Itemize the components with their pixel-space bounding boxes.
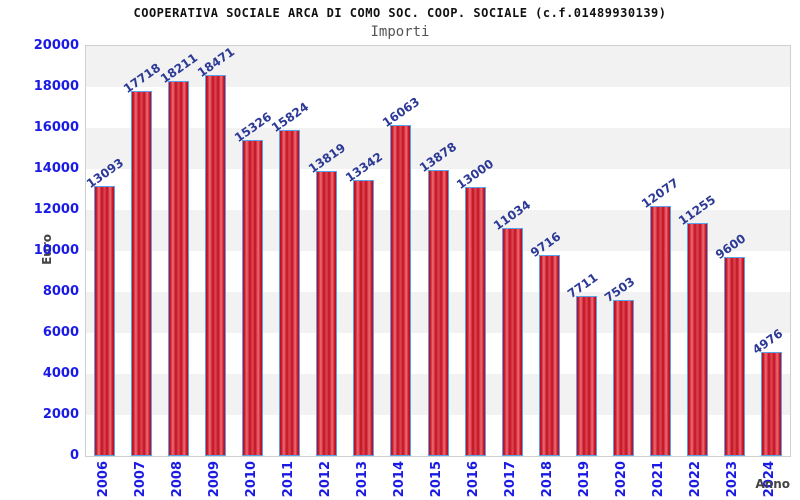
- chart-title: COOPERATIVA SOCIALE ARCA DI COMO SOC. CO…: [133, 6, 667, 20]
- bar-2024: [761, 352, 782, 456]
- plot-area: 13093 17718 18211 18471 15326 15824 13819 13342…: [84, 45, 791, 457]
- y-tick-18000: 18000: [33, 79, 79, 94]
- bar-2021: [650, 206, 671, 456]
- grid-band: [86, 87, 790, 128]
- bar-2023: [724, 257, 745, 456]
- bar-2015: [428, 170, 449, 456]
- bar-2018: [539, 255, 560, 456]
- x-tick-2015: 2015: [429, 461, 444, 498]
- bar-2016: [465, 187, 486, 456]
- x-tick-2010: 2010: [244, 461, 259, 498]
- bar-2010: [242, 140, 263, 456]
- x-tick-2011: 2011: [281, 461, 296, 498]
- bar-2009: [205, 75, 226, 456]
- x-tick-2009: 2009: [207, 461, 222, 498]
- bar-2007: [131, 91, 152, 456]
- x-tick-2018: 2018: [540, 461, 555, 498]
- bar-2014: [390, 125, 411, 456]
- x-tick-2016: 2016: [466, 461, 481, 498]
- x-tick-2017: 2017: [503, 461, 518, 498]
- x-tick-2019: 2019: [577, 461, 592, 498]
- bar-2011: [279, 130, 300, 456]
- bar-2022: [687, 223, 708, 456]
- chart-subtitle: Importi: [370, 24, 430, 40]
- x-tick-2022: 2022: [688, 461, 703, 498]
- x-tick-2007: 2007: [133, 461, 148, 498]
- bar-2013: [353, 180, 374, 456]
- x-axis-tick-labels: 2006 2007 2008 2009 2010 2011 2012 2013 2014 2015…: [86, 461, 792, 500]
- y-tick-20000: 20000: [33, 38, 79, 53]
- x-tick-2006: 2006: [96, 461, 111, 498]
- y-tick-16000: 16000: [33, 120, 79, 135]
- y-tick-2000: 2000: [42, 407, 79, 422]
- x-tick-2008: 2008: [170, 461, 185, 498]
- bar-2020: [613, 300, 634, 456]
- y-tick-0: 0: [69, 448, 79, 463]
- bar-2008: [168, 81, 189, 456]
- bar-2017: [502, 228, 523, 456]
- y-tick-4000: 4000: [42, 366, 79, 381]
- y-tick-10000: 10000: [33, 243, 79, 258]
- y-tick-14000: 14000: [33, 161, 79, 176]
- x-tick-2012: 2012: [318, 461, 333, 498]
- bar-2019: [576, 296, 597, 456]
- y-tick-6000: 6000: [42, 325, 79, 340]
- y-tick-8000: 8000: [42, 284, 79, 299]
- x-tick-2014: 2014: [392, 461, 407, 498]
- x-tick-2013: 2013: [355, 461, 370, 498]
- bar-2006: [94, 186, 115, 456]
- y-tick-12000: 12000: [33, 202, 79, 217]
- grid-band: [86, 46, 790, 87]
- x-axis-title: Anno: [755, 477, 790, 491]
- x-tick-2023: 2023: [725, 461, 740, 498]
- grid-band: [86, 128, 790, 169]
- bar-2012: [316, 171, 337, 456]
- x-tick-2020: 2020: [614, 461, 629, 498]
- x-tick-2021: 2021: [651, 461, 666, 498]
